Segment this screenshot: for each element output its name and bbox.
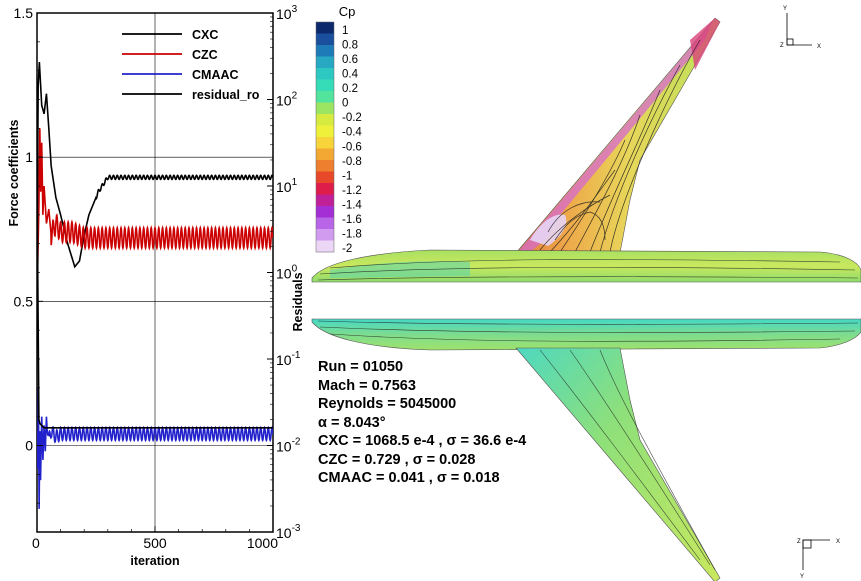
series-layer xyxy=(37,61,273,509)
legend-label: CXC xyxy=(192,28,218,42)
triad-top-z: Z xyxy=(780,43,784,49)
axis-triad-bottom xyxy=(802,539,830,570)
y2-tick-label: 10-3 xyxy=(276,523,301,541)
colorbar-swatch xyxy=(316,217,334,230)
colorbar-label: 0.8 xyxy=(342,40,358,52)
legend-label: CMAAC xyxy=(192,68,239,82)
lower-fuselage xyxy=(311,318,861,351)
run-info-panel: Run = 01050 Mach = 0.7563 Reynolds = 504… xyxy=(318,358,526,488)
colorbar-swatch xyxy=(316,79,334,92)
colorbar-swatch xyxy=(316,45,334,57)
colorbar-label: -0.8 xyxy=(342,156,362,168)
suction-core-region xyxy=(530,214,567,246)
reynolds-number: Reynolds = 5045000 xyxy=(318,396,457,412)
colorbar-swatch xyxy=(316,68,334,80)
x-tick-label: 1000 xyxy=(247,535,278,551)
fuselage-streamlines-top xyxy=(317,259,859,281)
triad-bottom-x: X xyxy=(836,539,840,545)
legend: CXC CZC CMAAC residual_ro xyxy=(122,28,260,102)
y2-tick-label: 100 xyxy=(276,264,298,282)
colorbar-label: -0.2 xyxy=(342,112,362,124)
run-number: Run = 01050 xyxy=(318,359,404,375)
colorbar-swatch xyxy=(316,102,334,115)
lower-wing xyxy=(515,347,721,581)
colorbar-swatch xyxy=(316,148,334,161)
colorbar-swatch xyxy=(316,22,334,34)
y-tick-label: 1 xyxy=(25,149,33,165)
colorbar-label: 0.2 xyxy=(342,83,358,95)
aircraft-surface-plot: Cp 1 0.8 0.6 0.4 0.2 0 -0.2 -0.4 -0.6 -0.8 -1 -1.2 -… xyxy=(311,4,861,581)
colorbar-swatch xyxy=(316,91,334,103)
fuselage-streamlines-bottom xyxy=(317,320,859,342)
legend-label: residual_ro xyxy=(192,88,260,102)
grid-lines xyxy=(37,13,273,532)
colorbar-frame xyxy=(315,21,335,253)
y-tick-label: 0 xyxy=(25,438,33,454)
y2-tick-label: 102 xyxy=(276,91,298,109)
triad-bottom-y: Y xyxy=(800,574,804,580)
colorbar-label: 0.6 xyxy=(342,54,358,66)
series-line-cxc xyxy=(37,61,273,279)
colorbar-label: -1 xyxy=(342,170,352,182)
suction-peak-region xyxy=(518,22,712,252)
colorbar-swatch xyxy=(316,160,334,172)
legend-label: CZC xyxy=(192,48,218,62)
colorbar-label: -1.2 xyxy=(342,185,362,197)
x-axis-label: iteration xyxy=(130,554,179,568)
colorbar: 1 0.8 0.6 0.4 0.2 0 -0.2 -0.4 -0.6 -0.8 -1 -1.2 -1.4… xyxy=(315,21,362,255)
colorbar-label: -1.6 xyxy=(342,214,362,226)
colorbar-swatch xyxy=(316,194,334,207)
colorbar-swatch xyxy=(316,183,334,195)
colorbar-label: -1.4 xyxy=(342,199,362,211)
triad-top-x: X xyxy=(817,44,821,50)
colorbar-label: -0.4 xyxy=(342,127,362,139)
colorbar-swatch xyxy=(316,206,334,218)
y-tick-label: 1.5 xyxy=(14,5,34,21)
triad-bottom-z: Z xyxy=(797,539,801,545)
colorbar-label: 0 xyxy=(342,98,348,110)
series-line-residual_ro xyxy=(37,118,273,429)
triad-top-y: Y xyxy=(783,6,787,12)
colorbar-swatch xyxy=(316,56,334,69)
colorbar-swatch xyxy=(316,229,334,241)
y2-tick-label: 10-2 xyxy=(276,437,301,455)
wing-tip-region xyxy=(690,18,720,70)
colorbar-label: 0.4 xyxy=(342,69,359,81)
y-tick-label: 0.5 xyxy=(14,293,34,309)
mach-number: Mach = 0.7563 xyxy=(318,377,416,394)
colorbar-title: Cp xyxy=(339,4,356,19)
colorbar-label: -1.8 xyxy=(342,228,362,240)
y2-tick-label: 101 xyxy=(276,177,298,195)
colorbar-label: -2 xyxy=(342,243,352,255)
y2-tick-label: 10-1 xyxy=(276,350,301,368)
wing-streamlines xyxy=(539,39,701,253)
x-tick-label: 0 xyxy=(32,535,40,551)
cxc-value: CXC = 1068.5 e-4 , σ = 36.6 e-4 xyxy=(318,433,527,449)
y2-axis-label: Residuals xyxy=(291,272,305,331)
colorbar-swatch xyxy=(316,240,334,253)
czc-value: CZC = 0.729 , σ = 0.028 xyxy=(318,451,476,468)
lower-wing-streamlines xyxy=(539,349,716,571)
colorbar-label: 1 xyxy=(342,25,348,37)
colorbar-swatch xyxy=(316,125,334,138)
angle-of-attack: α = 8.043° xyxy=(318,414,386,431)
cmaac-value: CMAAC = 0.041 , σ = 0.018 xyxy=(318,470,500,486)
y-axis-label: Force coefficients xyxy=(7,119,21,226)
x-tick-label: 500 xyxy=(143,535,167,551)
colorbar-swatch xyxy=(316,33,334,46)
axis-triad-top xyxy=(786,13,812,46)
colorbar-label: -0.6 xyxy=(342,141,362,153)
colorbar-swatch xyxy=(316,171,334,184)
y2-tick-label: 103 xyxy=(276,4,298,22)
series-line-czc xyxy=(37,128,273,279)
colorbar-swatch xyxy=(316,114,334,126)
colorbar-swatch xyxy=(316,137,334,149)
